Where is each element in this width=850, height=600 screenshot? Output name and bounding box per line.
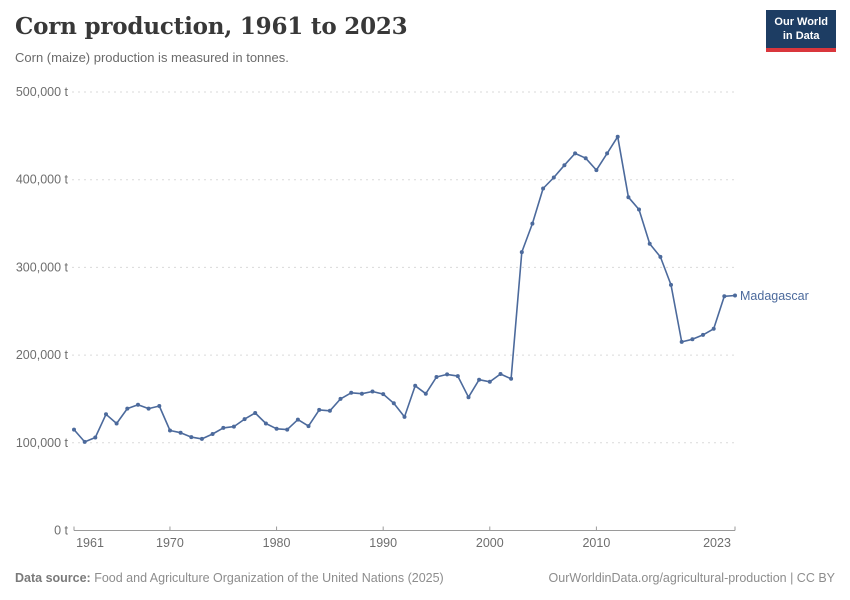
data-point [658, 254, 663, 259]
data-point [327, 408, 332, 413]
data-point [701, 332, 705, 337]
x-axis-tick-label: 2010 [582, 536, 610, 550]
y-axis-tick-label: 100,000 t [16, 436, 69, 450]
data-point [434, 375, 439, 379]
data-point [711, 326, 716, 331]
data-point [679, 339, 684, 344]
data-point [338, 396, 343, 401]
data-point [477, 377, 482, 382]
data-point [146, 406, 151, 411]
page-title: Corn production, 1961 to 2023 [15, 13, 408, 40]
data-point [509, 376, 514, 381]
data-point [157, 404, 162, 408]
data-point [402, 414, 407, 419]
x-axis-tick-label: 1980 [263, 536, 291, 550]
owid-logo: Our World in Data [766, 10, 836, 52]
data-point [647, 241, 652, 246]
data-point [199, 436, 204, 441]
data-point [349, 390, 354, 395]
data-point [669, 282, 673, 287]
y-axis-tick-label: 500,000 t [16, 85, 69, 99]
data-point [594, 168, 599, 173]
y-axis-tick-label: 300,000 t [16, 260, 69, 274]
data-point [317, 407, 322, 412]
data-point [498, 372, 503, 376]
data-point [242, 417, 247, 422]
data-point [562, 163, 567, 168]
data-point [519, 250, 524, 255]
data-point [637, 207, 641, 212]
x-axis-tick-label: 2023 [703, 536, 731, 550]
data-point [605, 151, 610, 156]
data-point [178, 430, 183, 435]
chart-footer: Data source: Food and Agriculture Organi… [15, 571, 835, 585]
data-point [285, 427, 290, 432]
data-point [295, 417, 300, 422]
data-point [733, 293, 737, 298]
data-point [423, 391, 428, 396]
data-line [73, 135, 736, 443]
data-point [104, 412, 108, 417]
y-axis-tick-label: 400,000 t [16, 173, 69, 187]
owid-logo-line2: in Data [782, 30, 820, 43]
data-point [82, 439, 87, 444]
data-point [189, 435, 194, 440]
data-point [551, 175, 556, 180]
data-point [231, 424, 236, 429]
chart-header: Corn production, 1961 to 2023 Corn (maiz… [15, 13, 408, 66]
x-axis-tick-label: 1961 [76, 536, 104, 550]
data-point [381, 392, 386, 397]
data-point [583, 156, 588, 161]
chart-subtitle: Corn (maize) production is measured in t… [15, 50, 289, 66]
x-axis-tick-label: 1990 [369, 536, 397, 550]
data-point [615, 134, 620, 139]
data-source-note: Data source: Food and Agriculture Organi… [15, 571, 444, 585]
data-point [114, 421, 119, 426]
data-point [626, 195, 631, 200]
data-point [359, 391, 364, 396]
data-point [72, 427, 76, 432]
data-source-label: Data source: [15, 571, 91, 585]
data-point [690, 337, 695, 342]
data-source-text: Food and Agriculture Organization of the… [90, 571, 444, 585]
data-point [445, 372, 450, 377]
x-axis-tick-label: 1970 [156, 536, 184, 550]
data-point [306, 424, 311, 429]
data-point [263, 421, 268, 426]
data-point [573, 151, 578, 156]
data-point [455, 374, 460, 379]
data-point [136, 402, 140, 407]
y-axis-tick-label: 0 t [54, 524, 68, 538]
owid-url-license-link[interactable]: OurWorldinData.org/agricultural-producti… [548, 571, 835, 585]
data-point [370, 389, 375, 394]
data-point [413, 383, 418, 388]
data-point [274, 426, 279, 431]
data-point [487, 379, 492, 384]
series-label: Madagascar [740, 289, 809, 303]
data-point [93, 435, 98, 440]
data-point [391, 401, 396, 406]
data-point [125, 406, 130, 411]
data-point [466, 395, 471, 400]
data-point [221, 425, 226, 430]
data-point [168, 428, 172, 433]
x-axis-tick-label: 2000 [476, 536, 504, 550]
data-point [253, 411, 258, 415]
y-axis-tick-label: 200,000 t [16, 348, 69, 362]
data-point [541, 186, 546, 191]
data-point [210, 432, 215, 436]
data-point [530, 221, 535, 226]
data-point [722, 294, 727, 299]
owid-logo-line1: Our World [774, 16, 828, 28]
